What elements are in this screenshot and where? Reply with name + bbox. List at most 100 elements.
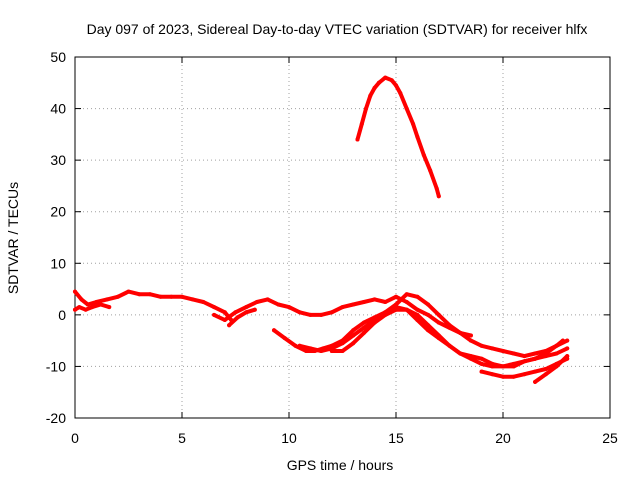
data-point [415,312,420,317]
y-tick-label: 40 [50,101,66,117]
data-point [222,310,227,315]
data-point [180,294,184,299]
data-point [436,333,441,338]
data-point [468,338,473,343]
data-point [282,336,287,341]
data-point [351,328,356,333]
data-point [415,294,420,299]
data-point [543,351,548,356]
y-tick-label: -10 [46,358,66,374]
data-point [554,343,559,348]
data-point [308,346,313,351]
data-point [368,93,373,98]
data-point [77,305,82,310]
x-tick-label: 25 [602,430,618,446]
data-point [436,320,441,325]
x-tick-label: 15 [388,430,404,446]
data-point [565,346,570,351]
data-point [404,292,409,297]
data-point [361,300,366,304]
data-point [511,374,516,379]
data-point [340,341,345,346]
data-point [415,318,420,322]
data-point [147,292,152,297]
data-point [235,315,240,320]
data-point [364,106,368,111]
data-point [511,364,516,369]
data-point [83,307,88,312]
data-point [287,305,291,310]
data-point [276,302,281,307]
data-point [490,346,495,351]
data-point [458,351,463,356]
y-tick-label: 30 [50,152,66,168]
data-point [522,359,527,364]
data-point [297,343,302,348]
x-axis-label: GPS time / hours [287,457,394,473]
x-tick-label: 20 [495,430,511,446]
data-point [522,354,527,359]
data-point [79,297,84,302]
data-point [244,305,249,310]
series-layer [73,75,570,384]
data-point [533,379,538,384]
data-point [565,354,570,359]
data-point [361,320,366,325]
data-point [415,307,420,312]
y-tick-label: 20 [50,204,66,220]
x-tick-label: 0 [71,430,79,446]
data-point [434,186,439,191]
data-point [319,312,324,317]
data-point [372,297,377,302]
data-point [107,305,112,310]
x-tick-label: 5 [178,430,186,446]
data-point [533,369,538,374]
data-point [415,134,420,139]
series-line-sat-e [272,292,565,359]
data-point [158,294,163,299]
y-axis-ticks: -20 -10 0 10 20 30 40 50 [46,49,610,426]
data-point [73,307,77,312]
data-point [383,312,388,317]
data-point [293,343,298,348]
data-point [394,294,398,299]
series-line-sat-g [329,307,570,369]
data-point [90,305,95,310]
data-point [329,349,334,353]
data-point [501,364,505,369]
y-tick-label: 50 [50,49,66,65]
data-point [85,302,90,307]
data-point [308,312,313,317]
data-point [319,349,324,353]
data-point [436,312,441,317]
x-tick-label: 10 [281,430,297,446]
data-point [372,320,377,325]
data-point [501,349,505,353]
data-point [244,310,249,315]
data-point [490,372,495,377]
data-point [361,330,366,335]
y-tick-label: 10 [50,255,66,271]
data-point [479,356,484,361]
data-point [543,372,548,377]
y-axis-label: SDTVAR / TECUs [5,182,21,294]
data-point [212,305,217,310]
data-point [479,369,484,374]
data-point [447,323,452,328]
data-point [426,302,431,307]
x-axis-ticks: 0 5 10 15 20 25 [71,57,618,446]
series-line-sat-d [227,307,257,328]
data-point [501,374,505,379]
data-point [554,364,559,369]
data-point [126,289,131,294]
data-point [479,343,484,348]
data-point [201,300,206,304]
data-point [351,333,356,338]
data-point [522,372,527,377]
data-point [394,83,398,88]
data-point [426,312,431,317]
data-point [436,194,441,199]
data-point [190,297,195,302]
data-point [212,312,217,317]
